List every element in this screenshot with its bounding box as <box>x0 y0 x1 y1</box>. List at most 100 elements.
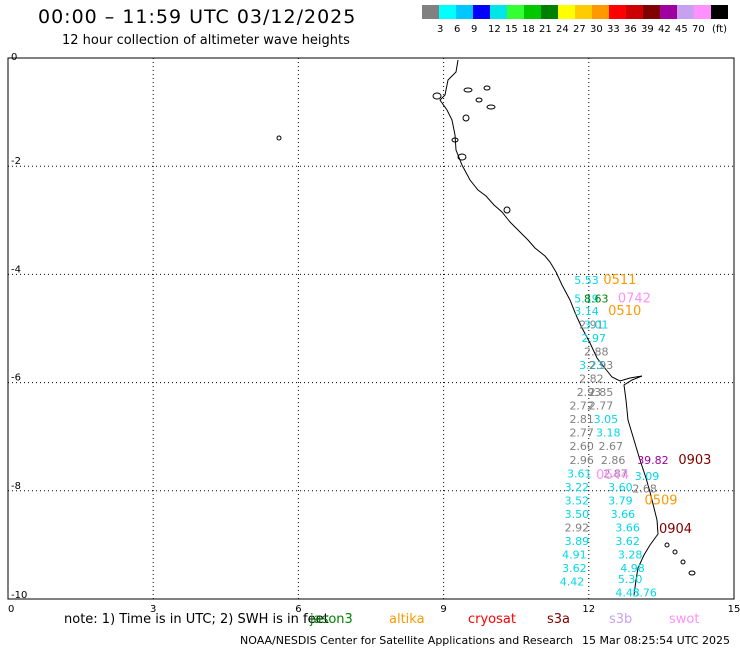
color-swatch <box>456 5 473 19</box>
color-scale-label: 70 <box>692 24 705 35</box>
color-scale-label: 27 <box>573 24 586 35</box>
wave-height-label: 2.85 <box>589 386 614 399</box>
wave-height-label: 3.18 <box>596 427 621 440</box>
wave-height-label: 2.68 <box>632 482 657 495</box>
wave-height-label: 3.62 <box>562 562 587 575</box>
island-outline <box>475 97 483 103</box>
x-tick-label: 6 <box>295 604 301 615</box>
wave-height-label: 3.61 <box>567 467 592 480</box>
wave-height-label: 3.09 <box>635 470 660 483</box>
island-outline <box>276 135 282 141</box>
legend-note: note: 1) Time is in UTC; 2) SWH is in fe… <box>64 612 329 627</box>
satellite-legend-s3a: s3a <box>547 612 571 627</box>
wave-height-label: 3.52 <box>565 494 590 507</box>
satellite-legend-cryosat: cryosat <box>468 612 516 627</box>
coastline <box>276 59 696 596</box>
x-tick-label: 15 <box>728 604 740 615</box>
color-scale-label: 9 <box>471 24 478 35</box>
color-swatch <box>660 5 677 19</box>
color-swatch <box>609 5 626 19</box>
wave-height-label: 39.82 <box>637 454 669 467</box>
color-swatch <box>524 5 541 19</box>
wave-height-label: 2.87 <box>603 467 628 480</box>
wave-height-label: 4.91 <box>562 548 587 561</box>
island-outline <box>432 92 442 100</box>
y-tick-label: -8 <box>11 481 21 492</box>
color-swatch <box>507 5 524 19</box>
color-swatch <box>575 5 592 19</box>
wave-height-label: 2.77 <box>569 427 594 440</box>
color-swatch <box>541 5 558 19</box>
color-swatch <box>473 5 490 19</box>
pass-time-label: 0742 <box>618 292 651 307</box>
color-scale-label: 39 <box>641 24 654 35</box>
pass-time-label: 0511 <box>603 273 636 288</box>
wave-height-label: 3.23 <box>579 359 604 372</box>
chart-subtitle: 12 hour collection of altimeter wave hei… <box>62 33 350 48</box>
pass-time-label: 0509 <box>644 493 677 508</box>
wave-height-label: 4.98 <box>620 562 645 575</box>
island-outline <box>457 153 467 161</box>
pass-time-label: 0644 <box>596 468 629 483</box>
color-scale-label: 45 <box>675 24 688 35</box>
observation-labels: 5.53 0511 5.198.63 0742 3.14 0510 2.913.012.97… <box>560 273 712 599</box>
wave-height-label: 2.93 <box>589 359 614 372</box>
generation-timestamp: 15 Mar 08:25:54 UTC 2025 <box>582 634 730 647</box>
wave-height-label: 2.93 <box>577 386 602 399</box>
y-tick-label: -2 <box>11 156 21 167</box>
island-outline <box>688 570 696 576</box>
color-swatch <box>439 5 456 19</box>
wave-height-label: 5.19 <box>574 293 599 306</box>
island-outline <box>462 114 470 122</box>
color-scale-label: 30 <box>590 24 603 35</box>
wave-height-label: 3.66 <box>615 521 640 534</box>
x-tick-label: 3 <box>150 604 156 615</box>
color-swatch <box>711 5 728 19</box>
wave-height-label: 2.82 <box>579 373 604 386</box>
island-outline <box>486 104 496 110</box>
island-outline <box>483 85 491 91</box>
satellite-legend-altika: altika <box>389 612 425 627</box>
color-swatch <box>694 5 711 19</box>
wave-height-label: 2.67 <box>598 440 623 453</box>
wave-height-label: 3.60 <box>608 481 633 494</box>
grid-lines <box>8 58 734 599</box>
satellite-legend-jason3: jason3 <box>310 612 353 627</box>
island-outline <box>672 549 678 555</box>
island-outline <box>451 137 459 143</box>
wave-height-label: 5.76 <box>632 586 657 599</box>
color-swatch <box>643 5 660 19</box>
color-swatch <box>422 5 439 19</box>
wave-height-label: 3.62 <box>615 535 640 548</box>
island-outline <box>664 542 670 548</box>
wave-height-label: 2.86 <box>601 454 626 467</box>
y-tick-label: -4 <box>11 264 21 275</box>
wave-height-label: 3.14 <box>574 305 599 318</box>
pass-time-label: 0903 <box>678 453 711 468</box>
wave-height-label: 5.53 <box>574 274 599 287</box>
wave-height-label: 2.97 <box>582 332 607 345</box>
wave-height-label: 3.89 <box>565 535 590 548</box>
credit-line: NOAA/NESDIS Center for Satellite Applica… <box>240 634 574 647</box>
color-scale-label: 18 <box>522 24 535 35</box>
wave-height-label: 3.66 <box>611 508 636 521</box>
pass-time-label: 0904 <box>659 522 692 537</box>
wave-height-label: 3.79 <box>608 494 633 507</box>
x-tick-label: 9 <box>440 604 446 615</box>
color-scale-label: 12 <box>488 24 501 35</box>
y-tick-label: 0 <box>11 52 17 63</box>
color-swatch <box>558 5 575 19</box>
wave-height-label: 3.22 <box>565 481 590 494</box>
wave-height-label: 5.30 <box>618 573 643 586</box>
satellite-legend-swot: swot <box>669 612 700 627</box>
color-scale-label: 42 <box>658 24 671 35</box>
color-scale-label: 33 <box>607 24 620 35</box>
coastline-path <box>439 59 659 596</box>
wave-height-label: 2.91 <box>579 319 604 332</box>
color-swatch <box>626 5 643 19</box>
pass-time-label: 0510 <box>608 304 641 319</box>
wave-height-label: 4.43 <box>615 586 640 599</box>
wave-height-label: 2.92 <box>565 521 590 534</box>
wave-height-label: 2.77 <box>589 400 614 413</box>
color-scale-label: 6 <box>454 24 461 35</box>
